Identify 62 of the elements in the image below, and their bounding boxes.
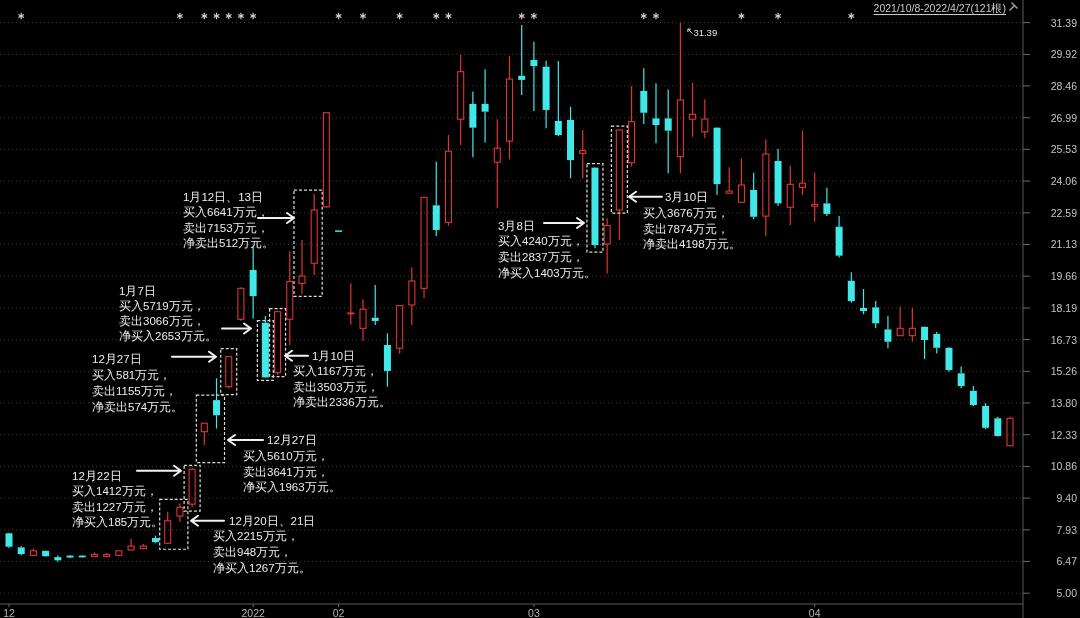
annotation: 1月12日、13日 [183,190,263,203]
annotation: 12月22日 [72,469,122,482]
y-tick-label: 25.53 [1050,143,1077,156]
x-tick-label: 03 [528,606,540,618]
y-tick-label: 21.13 [1050,238,1077,251]
y-tick-label: 22.59 [1050,206,1077,219]
y-tick-label: 16.73 [1050,333,1077,346]
annotation: 3月10日 [665,190,709,203]
annotation: 买入3676万元， [643,206,729,219]
annotation: 净卖出2336万元。 [293,396,391,409]
annotation: 买入6641万元， [183,206,269,219]
annotation: 卖出3641万元， [243,465,329,478]
annotation: 卖出2837万元， [498,250,584,263]
annotation: 净卖出574万元。 [92,400,184,413]
annotation: 净买入1403万元。 [498,266,596,279]
y-tick-label: 31.39 [1050,16,1077,29]
annotation: 净买入1267万元。 [213,561,311,574]
annotation: 买入5610万元， [243,449,329,462]
annotation: 卖出1227万元， [72,500,158,513]
annotation: 卖出7153万元， [183,221,269,234]
y-tick-label: 29.92 [1050,48,1077,61]
x-tick-label: 12 [3,606,15,618]
y-tick-label: 28.46 [1050,79,1077,92]
annotation: 净卖出512万元。 [183,237,275,250]
annotation: 31.39 [693,27,718,39]
y-tick-label: 7.93 [1056,523,1077,536]
y-tick-label: 6.47 [1056,555,1077,568]
annotation: 买入2215万元， [213,530,299,543]
annotation: 买入581万元， [92,369,172,382]
annotation: 12月27日 [267,434,317,446]
annotation: 卖出1155万元， [92,384,177,397]
annotation: 净买入2653万元。 [119,330,217,342]
annotation: 买入1412万元， [72,485,158,498]
x-tick-label: 2022 [241,606,265,618]
annotation: 净买入185万元。 [72,515,164,528]
annotation: 1月7日 [119,285,156,297]
title: 2021/10/8-2022/4/27(121根) [873,2,1006,14]
y-tick-label: 19.66 [1050,270,1077,283]
annotation: 净买入1963万元。 [243,481,341,494]
annotation: 12月27日 [92,353,142,366]
y-tick-label: 24.06 [1050,175,1077,188]
y-tick-label: 26.99 [1050,111,1077,124]
y-tick-label: 12.33 [1050,428,1077,441]
annotation: 卖出948万元， [213,545,293,558]
annotation: 1月10日 [312,349,356,362]
y-tick-label: 5.00 [1056,587,1077,600]
annotation: 买入4240万元， [498,235,584,248]
annotation: 卖出3066万元， [119,315,205,327]
x-tick-label: 02 [332,606,345,618]
y-tick-label: 15.26 [1050,365,1077,378]
y-tick-label: 9.40 [1056,492,1077,505]
y-tick-label: 10.86 [1050,460,1077,473]
annotation: 卖出7874万元， [643,222,729,235]
annotation: 卖出3503万元， [293,380,379,393]
y-tick-label: 13.80 [1050,396,1077,409]
annotation: 净卖出4198万元。 [643,238,741,251]
y-tick-label: 18.19 [1050,302,1077,314]
annotation: 12月20日、21日 [229,514,316,527]
annotation: 3月8日 [498,219,535,232]
annotation: 买入5719万元， [119,300,205,312]
annotation: 买入1167万元， [293,365,378,378]
x-tick-label: 04 [808,606,821,618]
